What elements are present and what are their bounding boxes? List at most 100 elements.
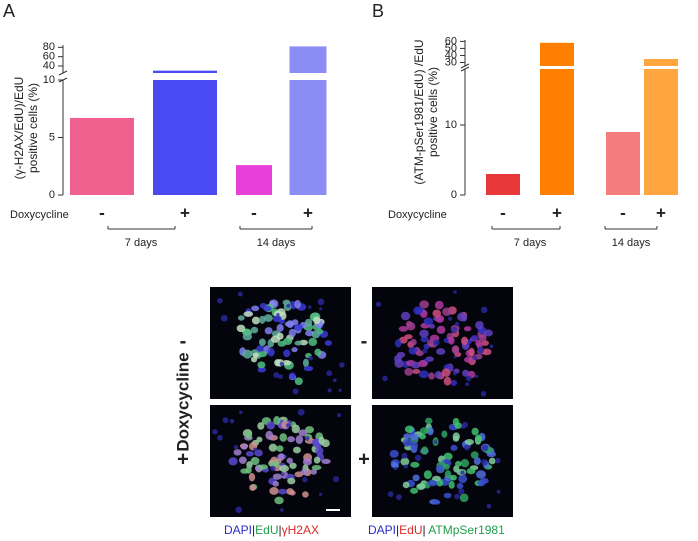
nucleus <box>404 425 415 433</box>
nucleus <box>481 340 489 346</box>
nucleus <box>415 350 424 357</box>
nucleus <box>416 483 426 491</box>
cell <box>270 465 276 472</box>
nucleus <box>270 335 281 343</box>
bar <box>644 58 678 195</box>
nucleus <box>476 470 486 479</box>
cell <box>292 388 299 395</box>
sign-label: - <box>180 330 187 352</box>
nucleus <box>236 324 246 333</box>
nucleus <box>277 488 288 495</box>
nucleus <box>471 427 479 436</box>
caption-part: EdU <box>255 523 278 537</box>
nucleus <box>302 491 309 498</box>
cell <box>297 408 305 416</box>
nucleus <box>257 366 267 373</box>
cell <box>472 355 478 361</box>
nucleus <box>402 481 410 489</box>
cell <box>235 506 243 514</box>
nucleus <box>272 473 282 480</box>
nucleus <box>456 482 464 489</box>
cell <box>286 303 291 308</box>
x-tick-label: - <box>620 203 626 222</box>
nucleus <box>434 371 443 379</box>
nucleus <box>318 436 325 445</box>
nucleus <box>294 340 303 346</box>
nucleus <box>263 314 273 322</box>
nucleus <box>406 322 416 331</box>
nucleus <box>258 464 268 470</box>
cell <box>433 440 438 444</box>
nucleus <box>423 470 432 480</box>
nucleus <box>451 345 460 354</box>
nucleus <box>240 468 249 474</box>
x-tick-label: + <box>656 203 666 222</box>
cell <box>496 489 501 494</box>
nucleus <box>283 337 293 345</box>
panel-label: B <box>372 1 384 21</box>
nucleus <box>294 299 301 309</box>
cell <box>375 301 382 307</box>
nucleus <box>274 496 284 505</box>
nucleus <box>418 360 428 368</box>
sign-label: + <box>358 448 370 470</box>
caption-part: EdU <box>399 523 422 537</box>
nucleus <box>250 326 259 334</box>
nucleus <box>250 356 258 363</box>
nucleus <box>279 433 288 442</box>
nucleus <box>482 348 492 356</box>
cell <box>286 423 291 428</box>
cell <box>220 314 228 322</box>
caption: DAPI|EdU| ATMpSer1981 <box>368 523 505 537</box>
nucleus <box>419 427 430 435</box>
caption: DAPI|EdU|γH2AX <box>224 523 319 537</box>
nucleus <box>403 433 411 440</box>
nucleus <box>461 336 469 346</box>
nucleus <box>240 443 248 450</box>
nucleus <box>411 361 421 369</box>
nucleus <box>408 346 418 355</box>
nucleus <box>276 445 284 452</box>
caption-part: | <box>422 523 425 537</box>
nucleus <box>435 464 444 474</box>
cell <box>327 388 332 393</box>
nucleus <box>251 305 260 312</box>
cell <box>253 447 257 452</box>
cell <box>454 493 460 500</box>
cell <box>233 444 239 450</box>
row-label: Doxycycline <box>173 352 192 451</box>
nucleus <box>272 315 282 323</box>
bar-break <box>539 66 575 69</box>
nucleus <box>315 446 324 456</box>
nucleus <box>398 325 409 332</box>
bar <box>540 42 574 196</box>
cell <box>453 355 457 359</box>
bar <box>486 174 520 195</box>
nucleus <box>400 457 410 466</box>
nucleus <box>428 372 435 380</box>
cell <box>326 370 333 377</box>
nucleus <box>479 477 489 484</box>
bar <box>289 46 327 196</box>
nucleus <box>311 330 321 339</box>
nucleus <box>410 461 420 468</box>
nucleus <box>462 369 470 377</box>
caption-part: | <box>278 523 281 537</box>
nucleus <box>295 435 304 445</box>
nucleus <box>249 484 256 491</box>
nucleus <box>427 426 434 436</box>
nucleus <box>389 449 399 458</box>
nucleus <box>228 457 238 466</box>
cell <box>304 436 310 441</box>
nucleus <box>432 309 442 318</box>
cell <box>217 434 223 441</box>
nucleus <box>427 480 438 487</box>
cell <box>222 417 229 424</box>
cell <box>465 375 472 382</box>
cell <box>480 391 487 397</box>
nucleus <box>264 327 273 335</box>
y-tick-label: 5 <box>49 131 55 143</box>
nucleus <box>291 424 300 434</box>
cell <box>450 326 458 334</box>
x-tick-label: + <box>303 203 313 222</box>
